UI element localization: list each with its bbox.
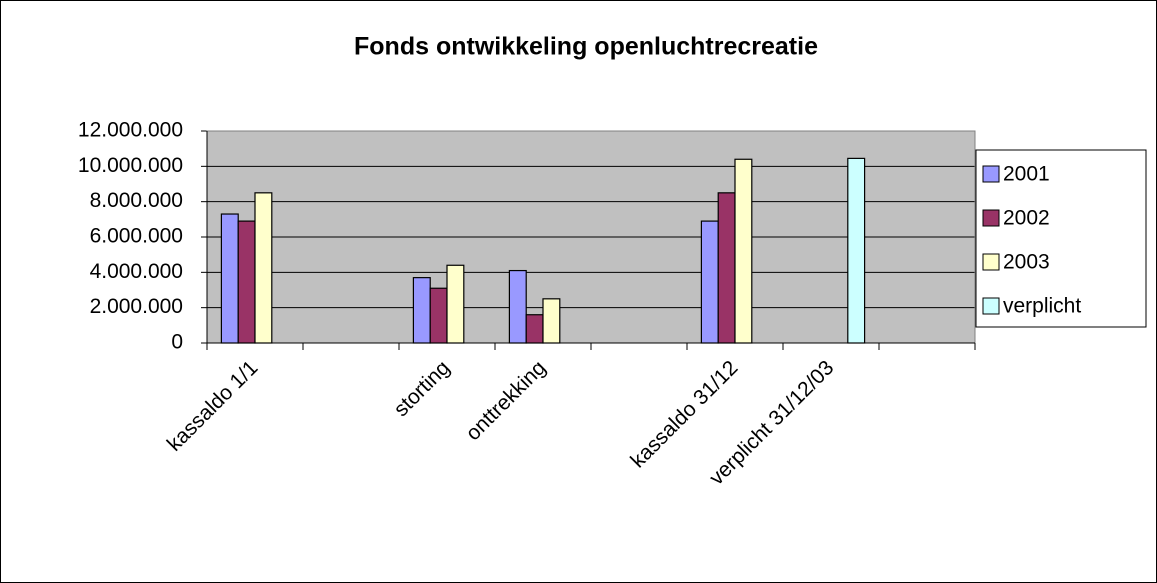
y-tick-label: 10.000.000 [78,154,183,177]
bar [734,158,753,344]
bar [847,157,866,344]
y-tick-label: 12.000.000 [78,119,183,142]
legend-label: 2002 [1003,207,1050,230]
bar [220,213,239,344]
y-tick-label: 0 [171,331,183,354]
bar [700,220,719,344]
bar [237,220,256,344]
legend-label: 2001 [1003,163,1050,186]
legend-label: verplicht [1003,295,1081,318]
legend-swatch [982,253,1000,271]
bar [717,192,736,344]
bar [525,314,544,344]
legend-label: 2003 [1003,251,1050,274]
bar [412,277,431,344]
y-tick-label: 6.000.000 [90,225,183,248]
bar [508,269,527,344]
chart-title: Fonds ontwikkeling openluchtrecreatie [354,33,818,61]
bar [542,298,561,344]
y-tick-label: 2.000.000 [90,295,183,318]
legend-swatch [982,209,1000,227]
bar [446,264,465,344]
bar [254,192,273,344]
y-tick-label: 4.000.000 [90,260,183,283]
legend-swatch [982,165,1000,183]
bar [429,287,448,344]
legend-box [975,149,1147,328]
y-tick-label: 8.000.000 [90,189,183,212]
legend-swatch [982,297,1000,315]
